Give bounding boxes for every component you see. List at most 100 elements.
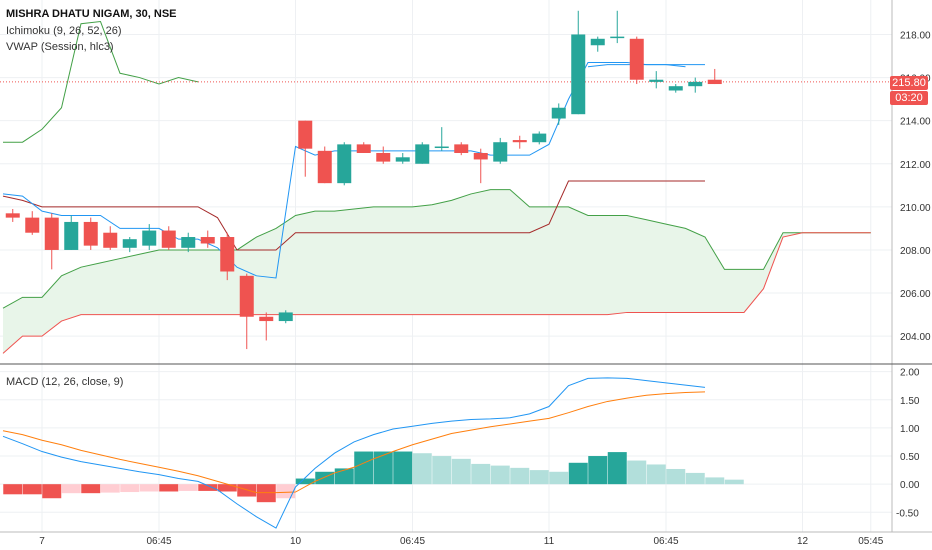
price-tick-label: 210.00 (900, 203, 931, 214)
time-tick-label: 05:45 (858, 536, 883, 547)
senkou-span-a-line (2, 189, 871, 309)
macd-tick-label: 1.00 (900, 424, 920, 435)
candle-body (64, 221, 79, 250)
candle-body (590, 38, 605, 46)
macd-histogram-bar (178, 484, 198, 491)
symbol-title: MISHRA DHATU NIGAM, 30, NSE (6, 8, 177, 20)
macd-histogram-bar (256, 484, 276, 503)
macd-histogram-bar (451, 458, 471, 485)
macd-tick-label: -0.50 (896, 508, 919, 519)
countdown-tag: 03:20 (890, 91, 928, 105)
macd-histogram-bar (3, 484, 23, 495)
candle-body (142, 230, 157, 246)
time-tick-label: 10 (290, 536, 302, 547)
time-tick-label: 12 (797, 536, 809, 547)
macd-histogram-bar (159, 484, 179, 492)
macd-histogram-bar (198, 484, 218, 491)
candle-body (571, 34, 586, 115)
macd-legend[interactable]: MACD (12, 26, close, 9) (6, 376, 124, 388)
macd-histogram-bar (120, 484, 140, 493)
macd-histogram-bar (295, 478, 315, 485)
candle-body (532, 133, 547, 143)
candle-body (103, 232, 118, 248)
candle-body (44, 217, 59, 250)
macd-histogram-bar (724, 479, 744, 485)
price-tick-label: 204.00 (900, 332, 931, 343)
macd-histogram-bar (471, 463, 491, 485)
tenkan-sen-line (2, 61, 705, 279)
ichimoku-cloud (3, 189, 871, 354)
macd-histogram-bar (217, 484, 237, 492)
candle-body (707, 79, 722, 85)
time-tick-label: 7 (39, 536, 45, 547)
candle-body (649, 79, 664, 82)
macd-histogram-bar (412, 453, 432, 485)
time-tick-label: 11 (544, 536, 555, 547)
macd-histogram-bar (705, 477, 725, 485)
macd-histogram-bar (373, 451, 393, 485)
macd-tick-label: 2.00 (900, 368, 920, 379)
macd-histogram-bar (510, 467, 530, 485)
macd-histogram-bar (549, 471, 569, 485)
senkou-span-b-line (2, 232, 871, 354)
candlesticks (5, 10, 722, 350)
candle-body (668, 86, 683, 91)
time-tick-label: 06:45 (146, 536, 171, 547)
macd-histogram-bar (334, 468, 354, 485)
price-tick-label: 208.00 (900, 246, 931, 257)
macd-histogram-bar (354, 451, 374, 485)
candle-body (434, 146, 449, 149)
macd-histogram-bar (42, 484, 62, 499)
macd-histogram-bar (685, 472, 705, 485)
price-tick-label: 214.00 (900, 117, 931, 128)
candle-body (415, 144, 430, 164)
candle-body (181, 237, 196, 248)
macd-histogram-bar (627, 460, 647, 485)
candle-body (551, 107, 566, 119)
macd-histogram-bar (393, 451, 413, 485)
candle-body (356, 144, 371, 153)
candle-body (122, 239, 137, 248)
macd-histogram-bar (22, 484, 42, 495)
candle-body (83, 221, 98, 246)
macd-signal-line (2, 391, 706, 494)
kijun-sen-line (2, 180, 705, 251)
macd-tick-label: 1.50 (900, 396, 920, 407)
macd-histogram-bar (61, 484, 81, 494)
time-tick-label: 06:45 (400, 536, 425, 547)
candle-body (473, 152, 488, 160)
cloud-fill (3, 189, 871, 354)
candle-body (259, 316, 274, 322)
vwap-legend[interactable]: VWAP (Session, hlc3) (6, 41, 114, 53)
candle-body (337, 144, 352, 184)
candle-body (454, 144, 469, 153)
macd-histogram-bar (607, 452, 627, 485)
candle-body (493, 142, 508, 162)
ichimoku-legend[interactable]: Ichimoku (9, 26, 52, 26) (6, 25, 122, 37)
macd-histogram-bar (490, 465, 510, 485)
price-tick-label: 206.00 (900, 289, 931, 300)
candle-body (688, 81, 703, 87)
macd-histogram-bar (568, 462, 588, 485)
price-tick-label: 218.00 (900, 30, 931, 41)
candle-body (395, 157, 410, 162)
candle-body (512, 140, 527, 143)
macd-histogram-bar (276, 484, 296, 499)
candle-body (278, 312, 293, 322)
price-tick-label: 212.00 (900, 160, 931, 171)
macd-line (2, 377, 706, 529)
macd-histogram-bar (237, 484, 257, 497)
candle-body (5, 213, 20, 218)
macd-histogram-bar (81, 484, 101, 494)
candle-body (298, 120, 313, 149)
macd-tick-label: 0.50 (900, 452, 920, 463)
macd-histogram-bar (529, 470, 549, 485)
candle-body (220, 237, 235, 272)
candle-body (376, 152, 391, 162)
macd-histogram-bar (666, 468, 686, 485)
macd-histogram-bar (100, 484, 120, 493)
macd-pane (2, 377, 744, 529)
candle-body (239, 275, 254, 317)
macd-histogram-bar (646, 464, 666, 485)
